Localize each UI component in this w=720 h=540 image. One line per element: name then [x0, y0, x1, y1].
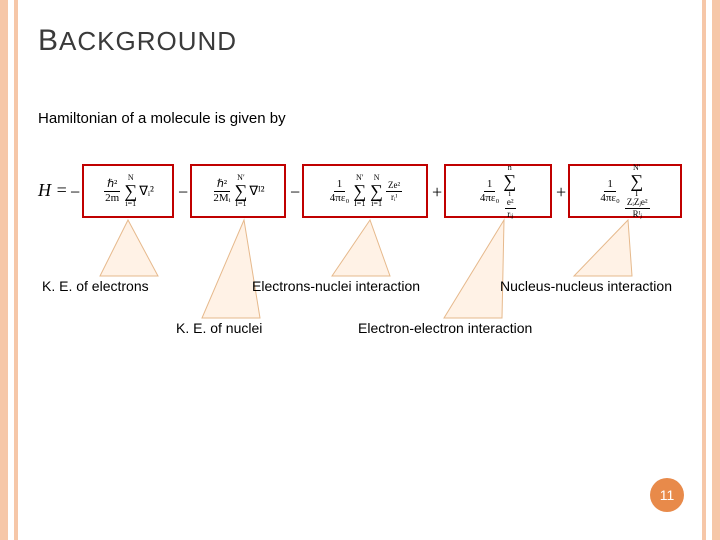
page-number-badge: 11	[650, 478, 684, 512]
page-number: 11	[660, 487, 675, 503]
callout-4: K. E. of nuclei	[176, 320, 262, 336]
callout-5: Electron-electron interaction	[358, 320, 532, 336]
callout-3: Nucleus-nucleus interaction	[500, 278, 672, 294]
callout-1: K. E. of electrons	[42, 278, 149, 294]
callout-pointers	[0, 0, 720, 540]
callout-2: Electrons-nuclei interaction	[252, 278, 420, 294]
